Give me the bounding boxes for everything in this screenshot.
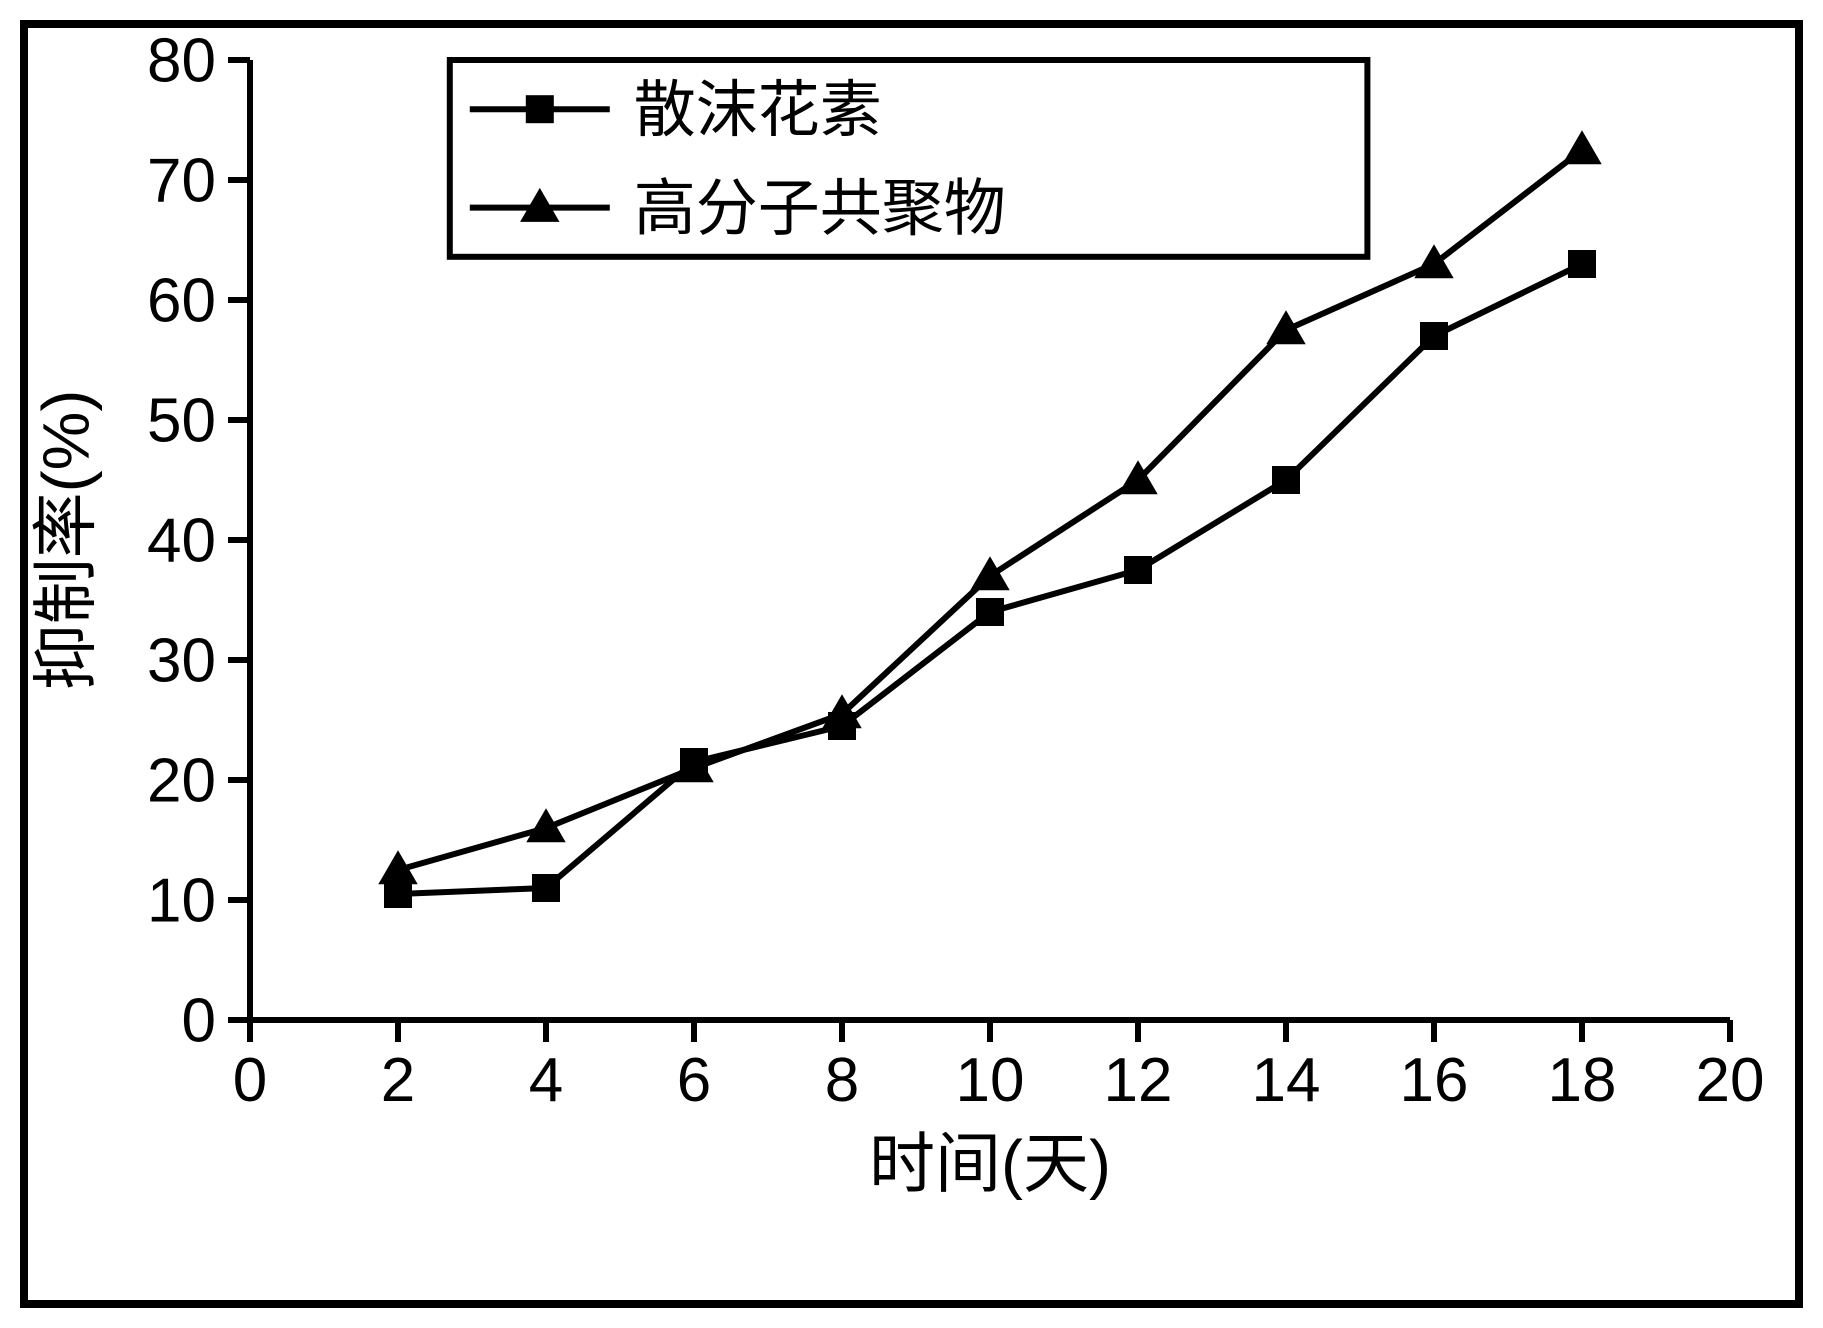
legend-label: 高分子共聚物 [634,174,1006,243]
y-tick-label: 20 [147,747,216,816]
y-axis-label: 抑制率(%) [28,390,102,691]
y-tick-label: 70 [147,147,216,216]
y-tick-label: 50 [147,387,216,456]
legend: 散沫花素高分子共聚物 [450,60,1368,257]
y-tick-label: 10 [147,867,216,936]
x-axis-label: 时间(天) [869,1127,1111,1201]
x-tick-label: 6 [677,1046,711,1115]
x-tick-label: 2 [381,1046,415,1115]
x-tick-label: 16 [1400,1046,1469,1115]
x-tick-label: 14 [1252,1046,1321,1115]
x-tick-label: 20 [1696,1046,1765,1115]
x-tick-label: 12 [1104,1046,1173,1115]
chart-container: 0 2 4 6 8 10 12 14 16 18 20 0 10 20 30 40 50 60 70 80 时间(天) 抑… [0,0,1823,1328]
line-chart: 0 2 4 6 8 10 12 14 16 18 20 0 10 20 30 40 50 60 70 80 时间(天) 抑… [0,0,1823,1328]
y-tick-label: 30 [147,627,216,696]
x-tick-label: 18 [1548,1046,1617,1115]
x-tick-label: 8 [825,1046,859,1115]
x-tick-label: 4 [529,1046,563,1115]
legend-label: 散沫花素 [634,76,882,145]
x-tick-label: 10 [956,1046,1025,1115]
y-tick-label: 60 [147,267,216,336]
y-tick-label: 80 [147,27,216,96]
y-tick-label: 0 [182,987,216,1056]
y-tick-label: 40 [147,507,216,576]
x-tick-label: 0 [233,1046,267,1115]
